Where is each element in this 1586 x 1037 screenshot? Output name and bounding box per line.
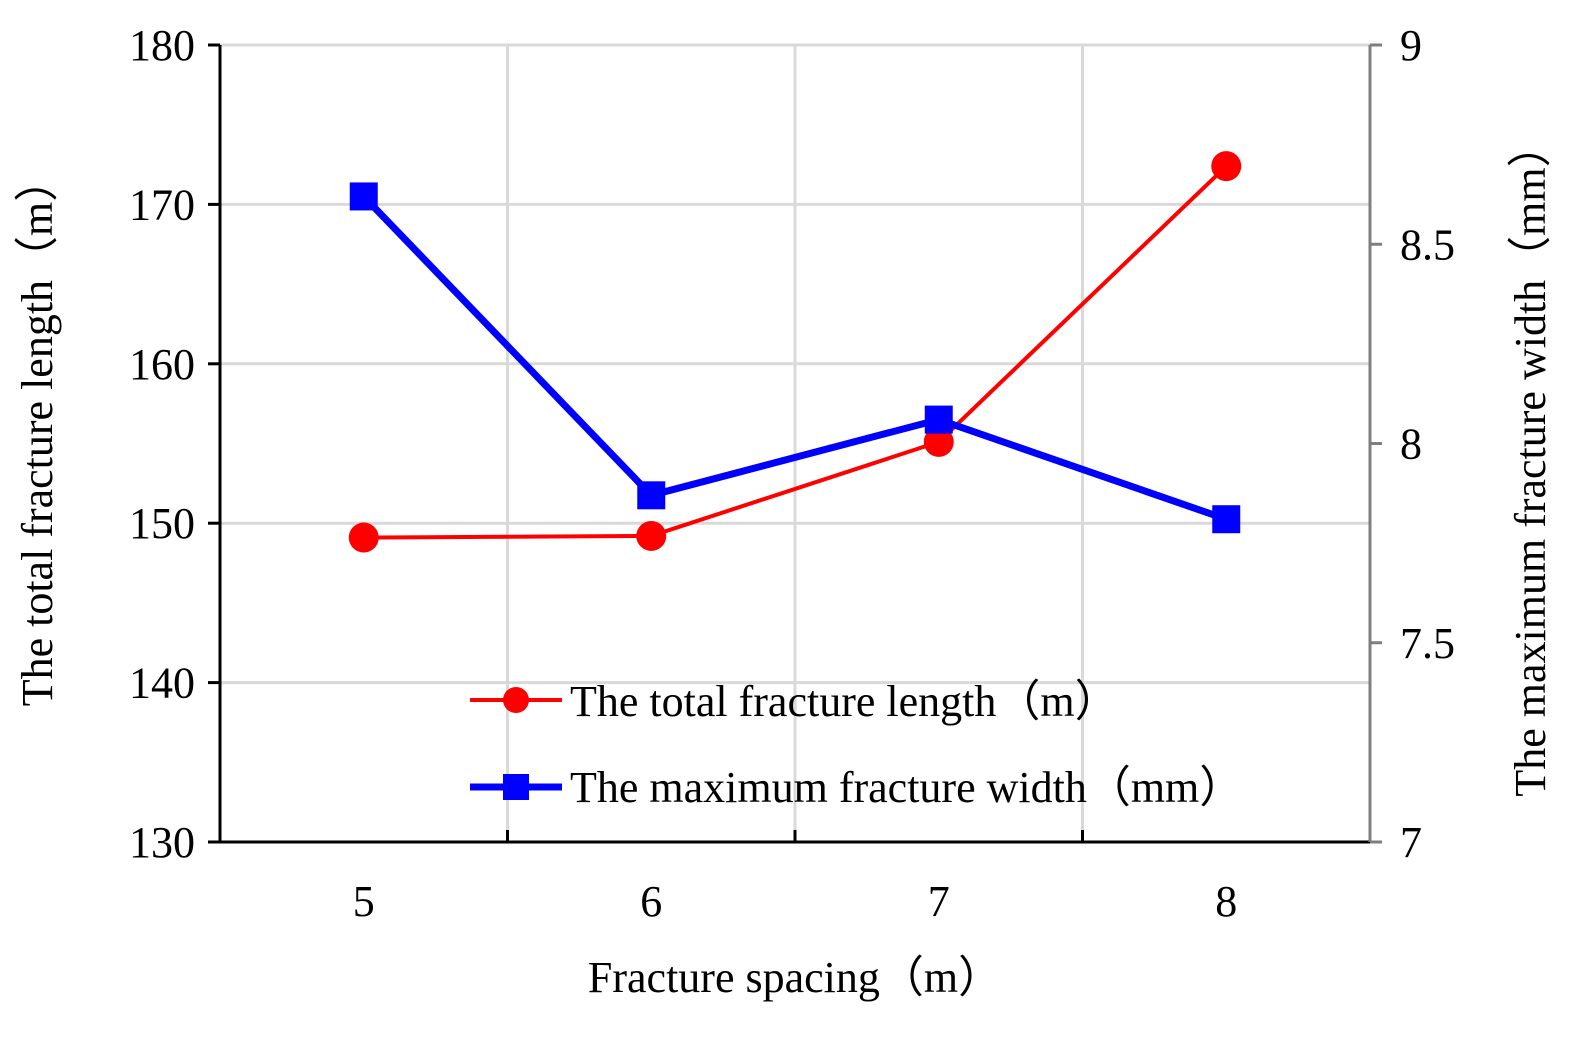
series [348, 151, 1242, 553]
series-maximum-fracture-width [349, 182, 1241, 534]
x-tick-label: 5 [353, 877, 375, 926]
right-tick-label: 7.5 [1400, 619, 1455, 668]
series-line [363, 164, 1228, 540]
right-tick-label: 8.5 [1400, 220, 1455, 269]
data-point [1211, 151, 1242, 182]
legend-length-label: The total fracture length（m） [570, 677, 1119, 726]
data-point [1212, 505, 1241, 534]
right-tick-label: 7 [1400, 818, 1422, 867]
left-axis-title: The total fracture length（m） [13, 158, 62, 707]
left-tick-label: 180 [129, 21, 195, 70]
left-tick-label: 130 [129, 818, 195, 867]
left-tick-label: 160 [129, 340, 195, 389]
series-line [361, 194, 1228, 523]
legend-item-width: The maximum fracture width（mm） [470, 763, 1243, 812]
data-point [636, 520, 667, 551]
grid [220, 43, 1370, 842]
data-point [349, 182, 378, 211]
x-tick-label: 8 [1215, 877, 1237, 926]
legend: The total fracture length（m） The maximum… [470, 677, 1243, 812]
legend-item-length: The total fracture length（m） [470, 677, 1119, 726]
data-point [348, 522, 379, 553]
left-tick-label: 170 [129, 180, 195, 229]
left-tick-label: 150 [129, 499, 195, 548]
left-tick-label: 140 [129, 659, 195, 708]
x-tick-label: 7 [928, 877, 950, 926]
legend-width-label: The maximum fracture width（mm） [570, 763, 1243, 812]
x-axis-title: Fracture spacing（m） [588, 953, 1002, 1002]
x-axis-ticks: 5 6 7 8 [353, 830, 1237, 926]
right-tick-label: 9 [1400, 21, 1422, 70]
data-point [637, 481, 666, 510]
right-axis-title: The maximum fracture width（mm） [1506, 123, 1555, 796]
series-total-fracture-length [348, 151, 1242, 553]
data-point [924, 405, 953, 434]
legend-length-marker [503, 687, 529, 713]
x-tick-label: 6 [640, 877, 662, 926]
legend-width-marker [503, 774, 529, 800]
right-tick-label: 8 [1400, 420, 1422, 469]
data-point [923, 426, 954, 457]
left-axis-ticks: 130 140 150 160 170 180 [129, 21, 220, 867]
right-axis-ticks: 7 7.5 8 8.5 9 [1370, 21, 1455, 867]
